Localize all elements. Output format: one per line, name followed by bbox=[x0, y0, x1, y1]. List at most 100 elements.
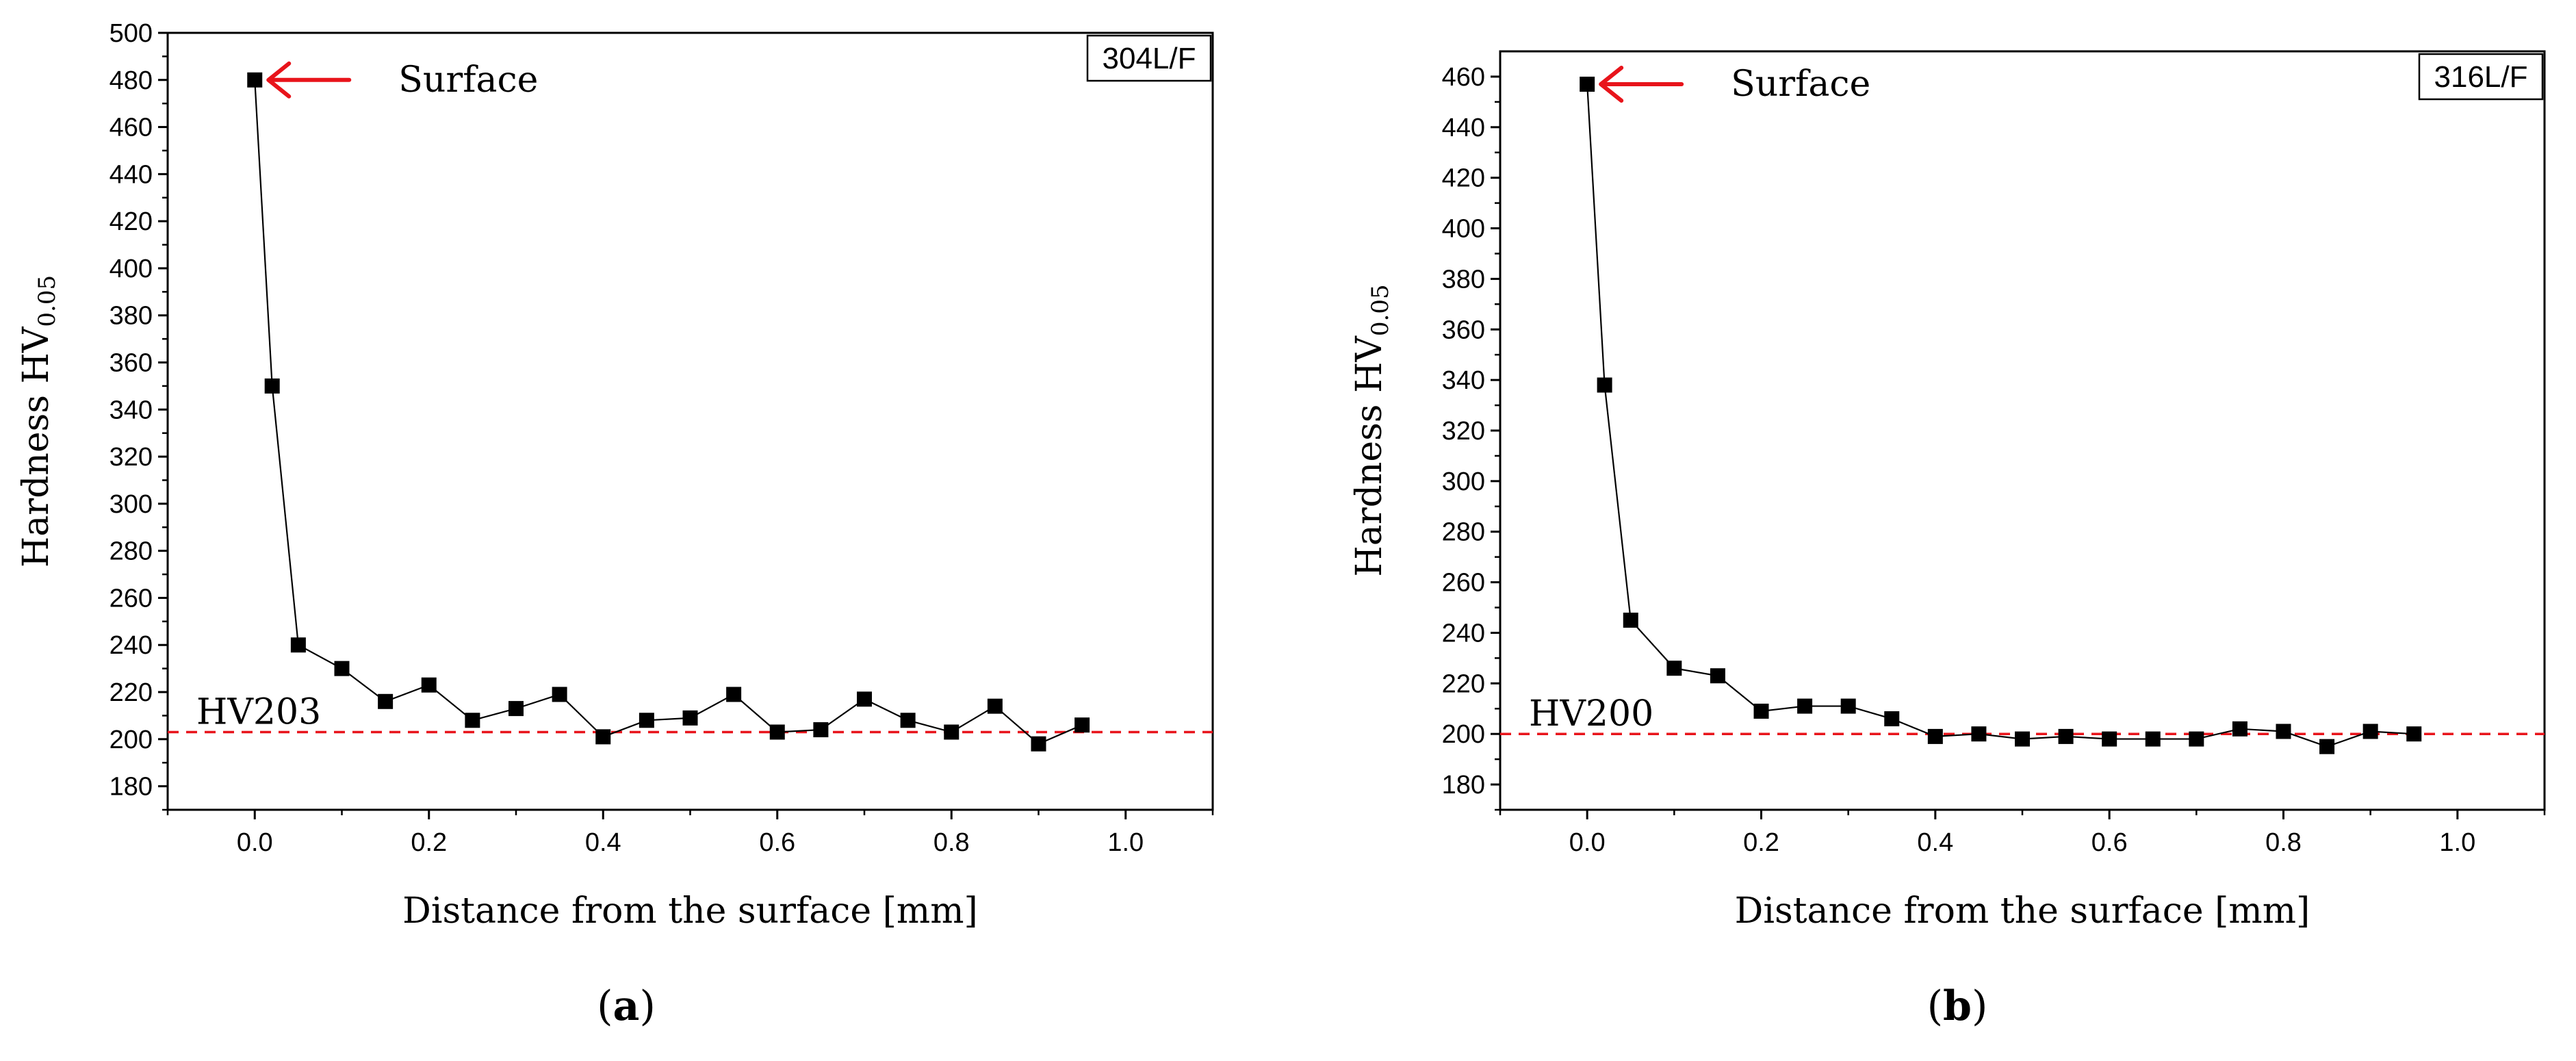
surface-arrow-b bbox=[1599, 66, 1684, 103]
data-point bbox=[2362, 724, 2378, 739]
y-tick-label: 260 bbox=[1442, 569, 1485, 598]
x-ticks-b: 0.0 0.2 0.4 0.6 0.8 1.0 bbox=[1499, 810, 2546, 857]
data-point bbox=[552, 687, 567, 702]
reference-label-a: HV203 bbox=[196, 692, 321, 733]
y-tick-label: 400 bbox=[1442, 215, 1485, 244]
series-points-b bbox=[1580, 77, 2422, 754]
arrow-head bbox=[266, 61, 292, 99]
reference-label-b: HV200 bbox=[1529, 693, 1653, 734]
data-point bbox=[857, 691, 872, 707]
series-points-a bbox=[247, 72, 1090, 752]
data-point bbox=[1074, 717, 1090, 733]
x-tick-label: 0.6 bbox=[2091, 828, 2128, 857]
y-tick-label: 500 bbox=[110, 19, 153, 48]
data-point bbox=[421, 677, 437, 693]
chart-panel-b: 180 200 220 240 260 280 300 320 340 360 380 400 420 4… bbox=[1349, 50, 2546, 1030]
y-tick-label: 440 bbox=[1442, 114, 1485, 142]
data-point bbox=[465, 713, 480, 728]
y-tick-label: 360 bbox=[1442, 316, 1485, 344]
plot-frame-a bbox=[166, 31, 1214, 811]
x-tick-label: 0.0 bbox=[1569, 828, 1606, 857]
y-tick-label: 460 bbox=[110, 114, 153, 142]
x-tick-label: 0.8 bbox=[2265, 828, 2302, 857]
data-point bbox=[2102, 731, 2117, 747]
data-point bbox=[1597, 377, 1612, 393]
data-point bbox=[2058, 728, 2074, 744]
sample-tag-b: 316L/F bbox=[2434, 60, 2528, 94]
y-tick-label: 340 bbox=[110, 396, 153, 424]
panel-label-close-b: ) bbox=[1972, 982, 1987, 1030]
y-tick-label: 260 bbox=[110, 584, 153, 613]
x-tick-label: 1.0 bbox=[2439, 828, 2475, 857]
data-point bbox=[2232, 721, 2247, 737]
series-line-a bbox=[254, 79, 1083, 745]
data-point bbox=[2145, 731, 2161, 747]
y-tick-label: 420 bbox=[110, 207, 153, 236]
data-point bbox=[1927, 728, 1943, 744]
panel-label-open-a: ( bbox=[597, 982, 613, 1030]
panel-label-letter-a: a bbox=[613, 982, 640, 1030]
y-tick-label: 340 bbox=[1442, 366, 1485, 395]
data-point bbox=[682, 710, 698, 726]
data-point bbox=[1884, 711, 1900, 727]
sample-tag-box-a bbox=[1086, 34, 1212, 82]
y-tick-label: 460 bbox=[1442, 63, 1485, 92]
y-tick-label: 380 bbox=[110, 302, 153, 331]
y-tick-label: 440 bbox=[110, 160, 153, 189]
y-tick-label: 300 bbox=[110, 490, 153, 519]
surface-annotation-b: Surface bbox=[1731, 64, 1870, 105]
y-tick-label: 200 bbox=[110, 726, 153, 754]
panel-label-open-b: ( bbox=[1927, 982, 1943, 1030]
y-tick-label: 400 bbox=[110, 255, 153, 283]
x-axis-label-b: Distance from the surface [mm] bbox=[1735, 891, 2310, 932]
data-point bbox=[987, 698, 1003, 714]
x-tick-label: 0.2 bbox=[411, 828, 447, 857]
y-tick-label: 180 bbox=[110, 773, 153, 802]
data-point bbox=[264, 378, 280, 394]
panel-label-letter-b: b bbox=[1943, 982, 1972, 1030]
y-tick-label: 320 bbox=[110, 443, 153, 472]
chart-panel-a: 180 200 220 240 260 280 300 320 340 360 380 400 420 4… bbox=[16, 19, 1214, 1030]
data-point bbox=[2015, 731, 2030, 747]
x-ticks-a: 0.0 0.2 0.4 0.6 0.8 1.0 bbox=[166, 810, 1214, 857]
y-axis-label-sub-b: 0.05 bbox=[1367, 284, 1394, 336]
data-point bbox=[726, 687, 742, 702]
data-point bbox=[944, 724, 959, 740]
y-ticks-b: 180 200 220 240 260 280 300 320 340 360 380 400 420 4… bbox=[1442, 63, 1500, 811]
data-point bbox=[1666, 661, 1682, 676]
data-point bbox=[1797, 698, 1813, 714]
y-ticks-a: 180 200 220 240 260 280 300 320 340 360 380 400 420 4… bbox=[110, 19, 168, 811]
sample-tag-a: 304L/F bbox=[1103, 42, 1196, 75]
data-point bbox=[334, 661, 350, 676]
data-point bbox=[2276, 724, 2291, 739]
panel-label-close-a: ) bbox=[639, 982, 655, 1030]
x-tick-label: 0.0 bbox=[237, 828, 273, 857]
data-point bbox=[2406, 726, 2422, 742]
x-tick-label: 0.2 bbox=[1743, 828, 1779, 857]
data-point bbox=[1031, 736, 1046, 752]
data-point bbox=[1580, 77, 1595, 92]
panel-label-a: (a) bbox=[597, 982, 656, 1030]
data-point bbox=[508, 701, 524, 717]
data-point bbox=[813, 722, 829, 738]
y-axis-label-b: Hardness HV0.05 bbox=[1349, 284, 1394, 576]
surface-arrow-a bbox=[266, 61, 352, 99]
data-point bbox=[2319, 739, 2335, 754]
data-point bbox=[247, 72, 263, 88]
data-point bbox=[639, 713, 654, 728]
data-point bbox=[1710, 668, 1725, 684]
y-tick-label: 220 bbox=[110, 678, 153, 707]
data-point bbox=[1840, 698, 1856, 714]
data-point bbox=[595, 729, 611, 745]
plot-frame-b bbox=[1499, 50, 2546, 811]
y-tick-label: 200 bbox=[1442, 720, 1485, 749]
surface-annotation-a: Surface bbox=[398, 60, 538, 101]
y-tick-label: 420 bbox=[1442, 164, 1485, 193]
y-axis-label-main-b: Hardness HV bbox=[1349, 335, 1390, 577]
y-axis-label-main-a: Hardness HV bbox=[16, 326, 57, 567]
y-tick-label: 360 bbox=[110, 349, 153, 378]
x-tick-label: 1.0 bbox=[1107, 828, 1144, 857]
data-point bbox=[378, 693, 394, 709]
y-tick-label: 320 bbox=[1442, 417, 1485, 446]
